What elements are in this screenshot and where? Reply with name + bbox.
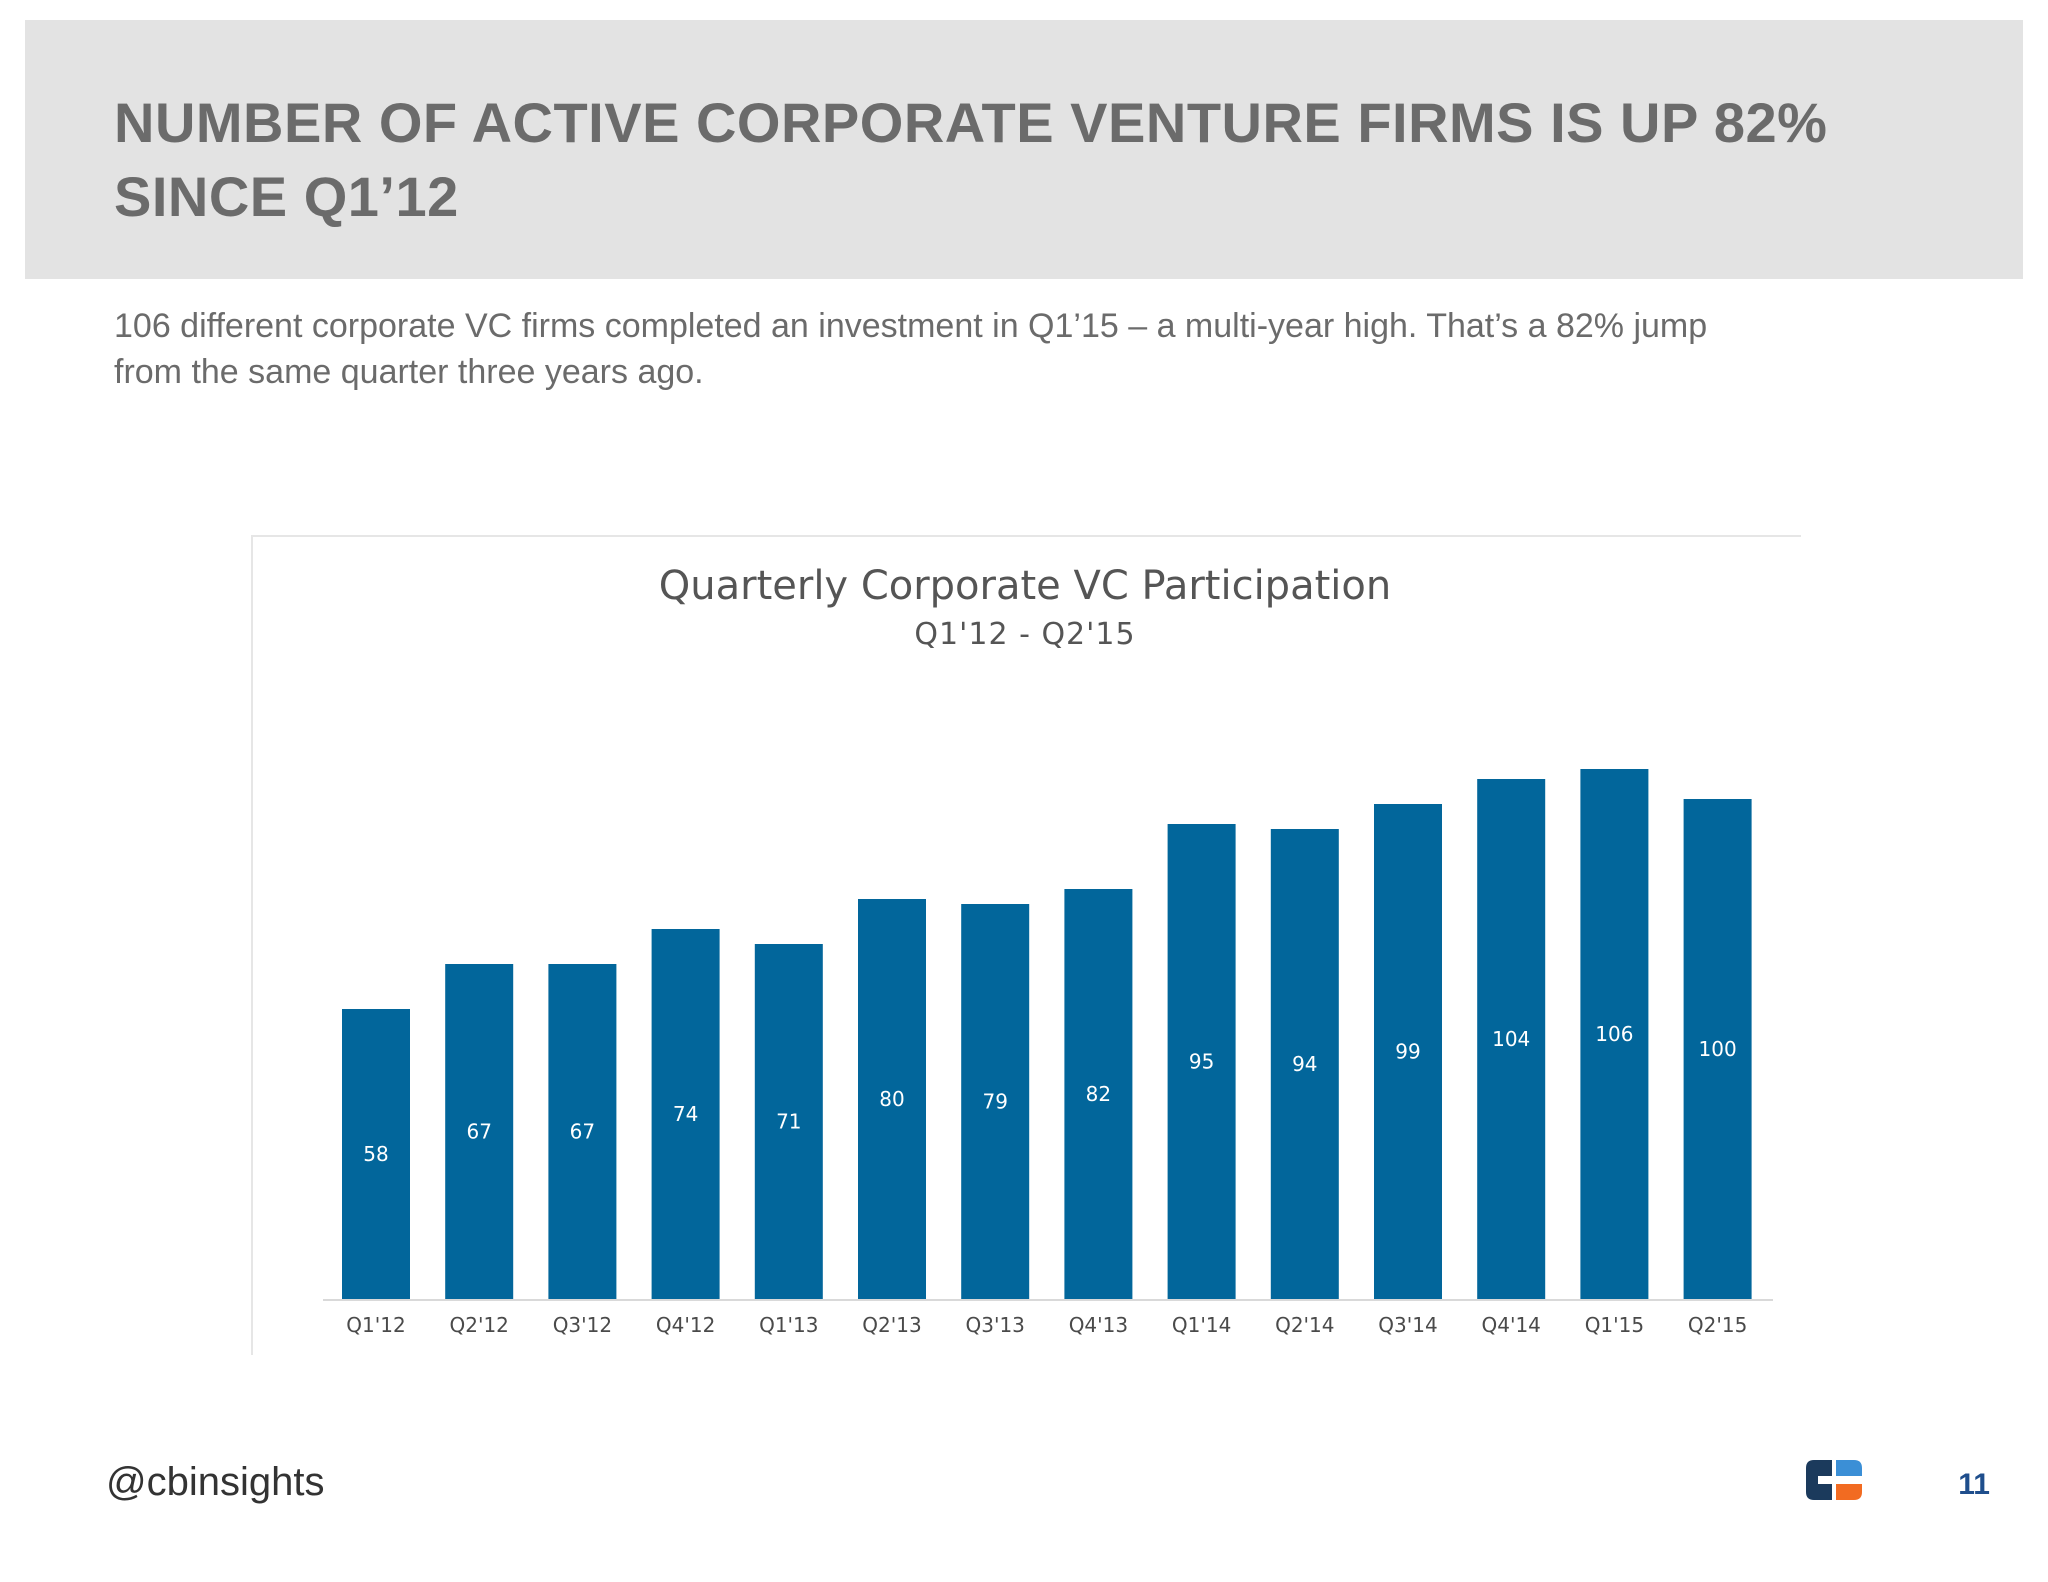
data-label-Q4'13: 82	[1086, 1082, 1111, 1106]
x-tick-label-group: Q1'12 Q2'12 Q3'12 Q4'12 Q1'13 Q2'13 Q3'13 Q4'13…	[346, 1313, 1747, 1337]
bar-Q4'12	[651, 929, 720, 1299]
bar-Q1'15	[1580, 769, 1649, 1299]
bar-Q3'12	[548, 964, 617, 1299]
data-label-Q3'12: 67	[570, 1120, 595, 1144]
x-tick-label-Q1'12: Q1'12	[346, 1313, 405, 1337]
x-tick-label-Q1'14: Q1'14	[1172, 1313, 1231, 1337]
x-tick-label-Q4'13: Q4'13	[1069, 1313, 1128, 1337]
title-band	[25, 20, 2023, 279]
twitter-handle: @cbinsights	[106, 1460, 325, 1504]
chart-panel: Quarterly Corporate VC Participation Q1'…	[251, 535, 1801, 1355]
x-tick-label-Q3'14: Q3'14	[1378, 1313, 1437, 1337]
data-label-Q2'13: 80	[879, 1087, 904, 1111]
x-tick-label-Q1'15: Q1'15	[1585, 1313, 1644, 1337]
slide-title: NUMBER OF ACTIVE CORPORATE VENTURE FIRMS…	[114, 91, 1828, 228]
bar-chart: Quarterly Corporate VC Participation Q1'…	[323, 563, 1773, 1337]
subtitle-line-1: 106 different corporate VC firms complet…	[114, 307, 1708, 345]
bar-Q3'14	[1374, 804, 1442, 1299]
bar-Q2'13	[858, 899, 926, 1299]
data-label-Q2'15: 100	[1699, 1037, 1737, 1061]
data-label-Q3'14: 99	[1395, 1040, 1420, 1064]
bar-Q1'14	[1167, 824, 1236, 1299]
x-tick-label-Q3'12: Q3'12	[553, 1313, 612, 1337]
bar-Q4'13	[1064, 889, 1133, 1299]
x-tick-label-Q2'15: Q2'15	[1688, 1313, 1747, 1337]
bar-Q3'13	[961, 904, 1030, 1299]
bar-Q4'14	[1477, 779, 1546, 1299]
cb-insights-logo-icon	[1806, 1460, 1862, 1500]
data-label-Q1'15: 106	[1595, 1022, 1633, 1046]
bar-Q2'14	[1270, 829, 1339, 1299]
data-label-Q2'12: 67	[466, 1120, 491, 1144]
bar-Q2'12	[445, 964, 514, 1299]
data-label-Q3'13: 79	[982, 1090, 1007, 1114]
chart-title: Quarterly Corporate VC Participation	[659, 563, 1391, 609]
subtitle-line-2: from the same quarter three years ago.	[114, 353, 704, 391]
page-number: 11	[1958, 1468, 1990, 1501]
x-tick-label-Q2'14: Q2'14	[1275, 1313, 1334, 1337]
data-label-group: 58 67 67 74 71 80 79 82 95 94 99 104 106 100	[363, 1022, 1736, 1166]
bar-Q1'13	[754, 944, 823, 1299]
data-label-Q4'12: 74	[673, 1102, 698, 1126]
slide-subtitle: 106 different corporate VC firms complet…	[114, 303, 1914, 395]
bar-group	[342, 769, 1752, 1299]
data-label-Q1'14: 95	[1189, 1050, 1214, 1074]
x-tick-label-Q4'14: Q4'14	[1481, 1313, 1540, 1337]
data-label-Q1'12: 58	[363, 1142, 388, 1166]
x-tick-label-Q2'13: Q2'13	[862, 1313, 921, 1337]
x-tick-label-Q4'12: Q4'12	[656, 1313, 715, 1337]
bar-Q1'12	[342, 1009, 410, 1299]
bar-Q2'15	[1683, 799, 1752, 1299]
x-tick-label-Q2'12: Q2'12	[449, 1313, 508, 1337]
data-label-Q2'14: 94	[1292, 1052, 1317, 1076]
data-label-Q1'13: 71	[776, 1110, 801, 1134]
data-label-Q4'14: 104	[1492, 1027, 1530, 1051]
x-tick-label-Q1'13: Q1'13	[759, 1313, 818, 1337]
chart-subtitle: Q1'12 - Q2'15	[914, 617, 1135, 652]
x-tick-label-Q3'13: Q3'13	[965, 1313, 1024, 1337]
